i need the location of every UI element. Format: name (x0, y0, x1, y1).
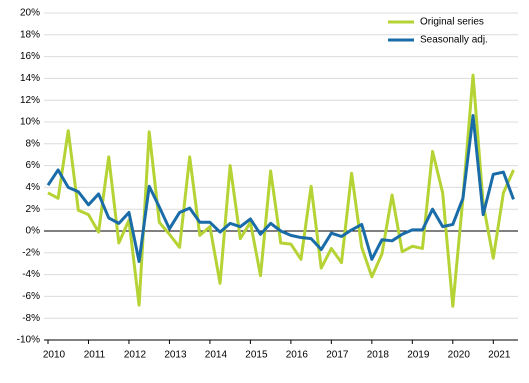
x-tick-label: 2013 (164, 350, 187, 361)
x-tick-label: 2016 (286, 350, 309, 361)
y-tick-label: 8% (26, 138, 41, 149)
y-tick-label: 2% (26, 204, 41, 215)
y-tick-label: 10% (20, 117, 40, 128)
x-tick-label: 2020 (448, 350, 471, 361)
legend-label: Seasonally adj. (420, 35, 488, 46)
x-tick-label: 2019 (407, 350, 430, 361)
y-tick-label: 18% (20, 29, 40, 40)
x-tick-label: 2010 (43, 350, 66, 361)
x-tick-label: 2014 (205, 350, 228, 361)
y-tick-label: 4% (26, 182, 41, 193)
series-line (46, 113, 515, 264)
x-tick-label: 2018 (367, 350, 390, 361)
y-tick-label: 16% (20, 51, 40, 62)
y-tick-label: 0% (26, 226, 41, 237)
y-tick-label: 6% (26, 160, 41, 171)
y-tick-label: -4% (22, 269, 40, 280)
y-tick-label: -10% (17, 335, 40, 346)
y-tick-label: -8% (22, 313, 40, 324)
x-tick-label: 2017 (326, 350, 349, 361)
y-tick-label: 14% (20, 73, 40, 84)
x-tick-label: 2012 (124, 350, 147, 361)
x-tick-label: 2015 (245, 350, 268, 361)
legend-label: Original series (420, 17, 484, 28)
x-tick-label: 2021 (488, 350, 511, 361)
y-tick-label: 12% (20, 95, 40, 106)
y-tick-label: 20% (20, 8, 40, 19)
y-tick-label: -6% (22, 291, 40, 302)
x-tick-label: 2011 (84, 350, 106, 361)
y-tick-label: -2% (22, 247, 40, 258)
series-line (47, 73, 515, 308)
